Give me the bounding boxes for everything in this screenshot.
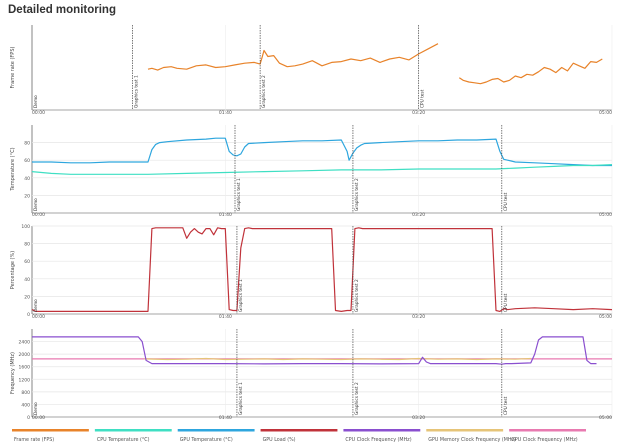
- x-tick-label: 03:20: [412, 415, 425, 421]
- legend-label: GPU Clock Frequency (MHz): [511, 437, 578, 443]
- y-axis-title: Temperature (°C): [10, 147, 16, 191]
- test-marker-label: Graphics test 2: [354, 279, 360, 312]
- y-axis-title: Percentage (%): [10, 251, 16, 289]
- y-tick-label: 800: [21, 390, 30, 396]
- y-tick-label: 2000: [19, 352, 31, 358]
- x-tick-label: 00:00: [32, 314, 45, 320]
- test-marker-label: CPU test: [503, 293, 509, 312]
- x-tick-label: 00:00: [32, 415, 45, 421]
- x-tick-label: 01:40: [219, 415, 232, 421]
- legend-label: Frame rate (FPS): [14, 437, 54, 443]
- y-tick-label: 40: [24, 277, 30, 283]
- x-tick-label: 00:00: [32, 212, 45, 218]
- test-marker-label: Demo: [33, 402, 39, 415]
- legend-swatch: [343, 429, 421, 432]
- test-marker-label: Graphics test 1: [238, 279, 244, 312]
- series-line: [147, 43, 439, 71]
- x-tick-label: 01:40: [219, 110, 232, 116]
- x-tick-label: 05:00: [599, 314, 612, 320]
- legend-swatch: [509, 429, 586, 432]
- x-tick-label: 01:40: [219, 314, 232, 320]
- test-marker-label: Demo: [33, 299, 39, 312]
- y-tick-label: 60: [24, 158, 30, 164]
- y-tick-label: 100: [21, 224, 30, 230]
- x-tick-label: 03:20: [412, 314, 425, 320]
- page-title: Detailed monitoring: [8, 4, 116, 16]
- legend-label: GPU Load (%): [263, 437, 296, 443]
- legend-swatch: [94, 429, 172, 432]
- legend-swatch: [12, 429, 89, 432]
- test-marker-label: Graphics test 2: [354, 178, 360, 211]
- test-marker-label: Graphics test 1: [236, 178, 242, 211]
- series-line: [32, 336, 597, 365]
- x-tick-label: 05:00: [599, 415, 612, 421]
- x-tick-label: 01:40: [219, 212, 232, 218]
- test-marker-label: Demo: [33, 95, 39, 108]
- legend-label: GPU Temperature (°C): [180, 437, 233, 443]
- x-tick-label: 05:00: [599, 212, 612, 218]
- y-tick-label: 0: [27, 415, 30, 421]
- test-marker-label: Graphics test 1: [238, 382, 244, 415]
- y-tick-label: 400: [21, 402, 30, 408]
- series-line: [32, 137, 612, 167]
- legend-swatch: [177, 429, 255, 432]
- series-line: [31, 164, 613, 175]
- y-tick-label: 80: [24, 242, 30, 248]
- y-tick-label: 1600: [19, 365, 31, 371]
- test-marker-label: Graphics test 1: [134, 75, 140, 108]
- y-axis-title: Frequency (MHz): [10, 352, 16, 394]
- legend-swatch: [426, 429, 504, 432]
- y-tick-label: 20: [24, 193, 30, 199]
- x-tick-label: 03:20: [412, 212, 425, 218]
- test-marker-label: Demo: [33, 198, 39, 211]
- test-marker-label: Graphics test 2: [261, 75, 267, 108]
- y-axis-title: Frame rate (FPS): [10, 47, 16, 89]
- legend-label: GPU Memory Clock Frequency (MHz): [428, 437, 516, 443]
- y-tick-label: 20: [24, 294, 30, 300]
- test-marker-label: Graphics test 2: [354, 382, 360, 415]
- legend-swatch: [260, 429, 338, 432]
- y-tick-label: 60: [24, 259, 30, 265]
- legend-label: CPU Clock Frequency (MHz): [345, 437, 411, 443]
- test-marker-label: CPU test: [503, 192, 509, 211]
- x-tick-label: 03:20: [412, 110, 425, 116]
- y-tick-label: 40: [24, 176, 30, 182]
- test-marker-label: CPU test: [503, 396, 509, 415]
- x-tick-label: 05:00: [599, 110, 612, 116]
- y-tick-label: 1200: [19, 377, 31, 383]
- y-tick-label: 80: [24, 141, 30, 147]
- y-tick-label: 0: [27, 312, 30, 318]
- series-line: [31, 227, 613, 312]
- test-marker-label: CPU test: [420, 89, 426, 108]
- x-tick-label: 00:00: [32, 110, 45, 116]
- legend-label: CPU Temperature (°C): [97, 437, 150, 443]
- series-line: [144, 357, 531, 361]
- series-line: [458, 58, 603, 85]
- y-tick-label: 2400: [19, 340, 31, 346]
